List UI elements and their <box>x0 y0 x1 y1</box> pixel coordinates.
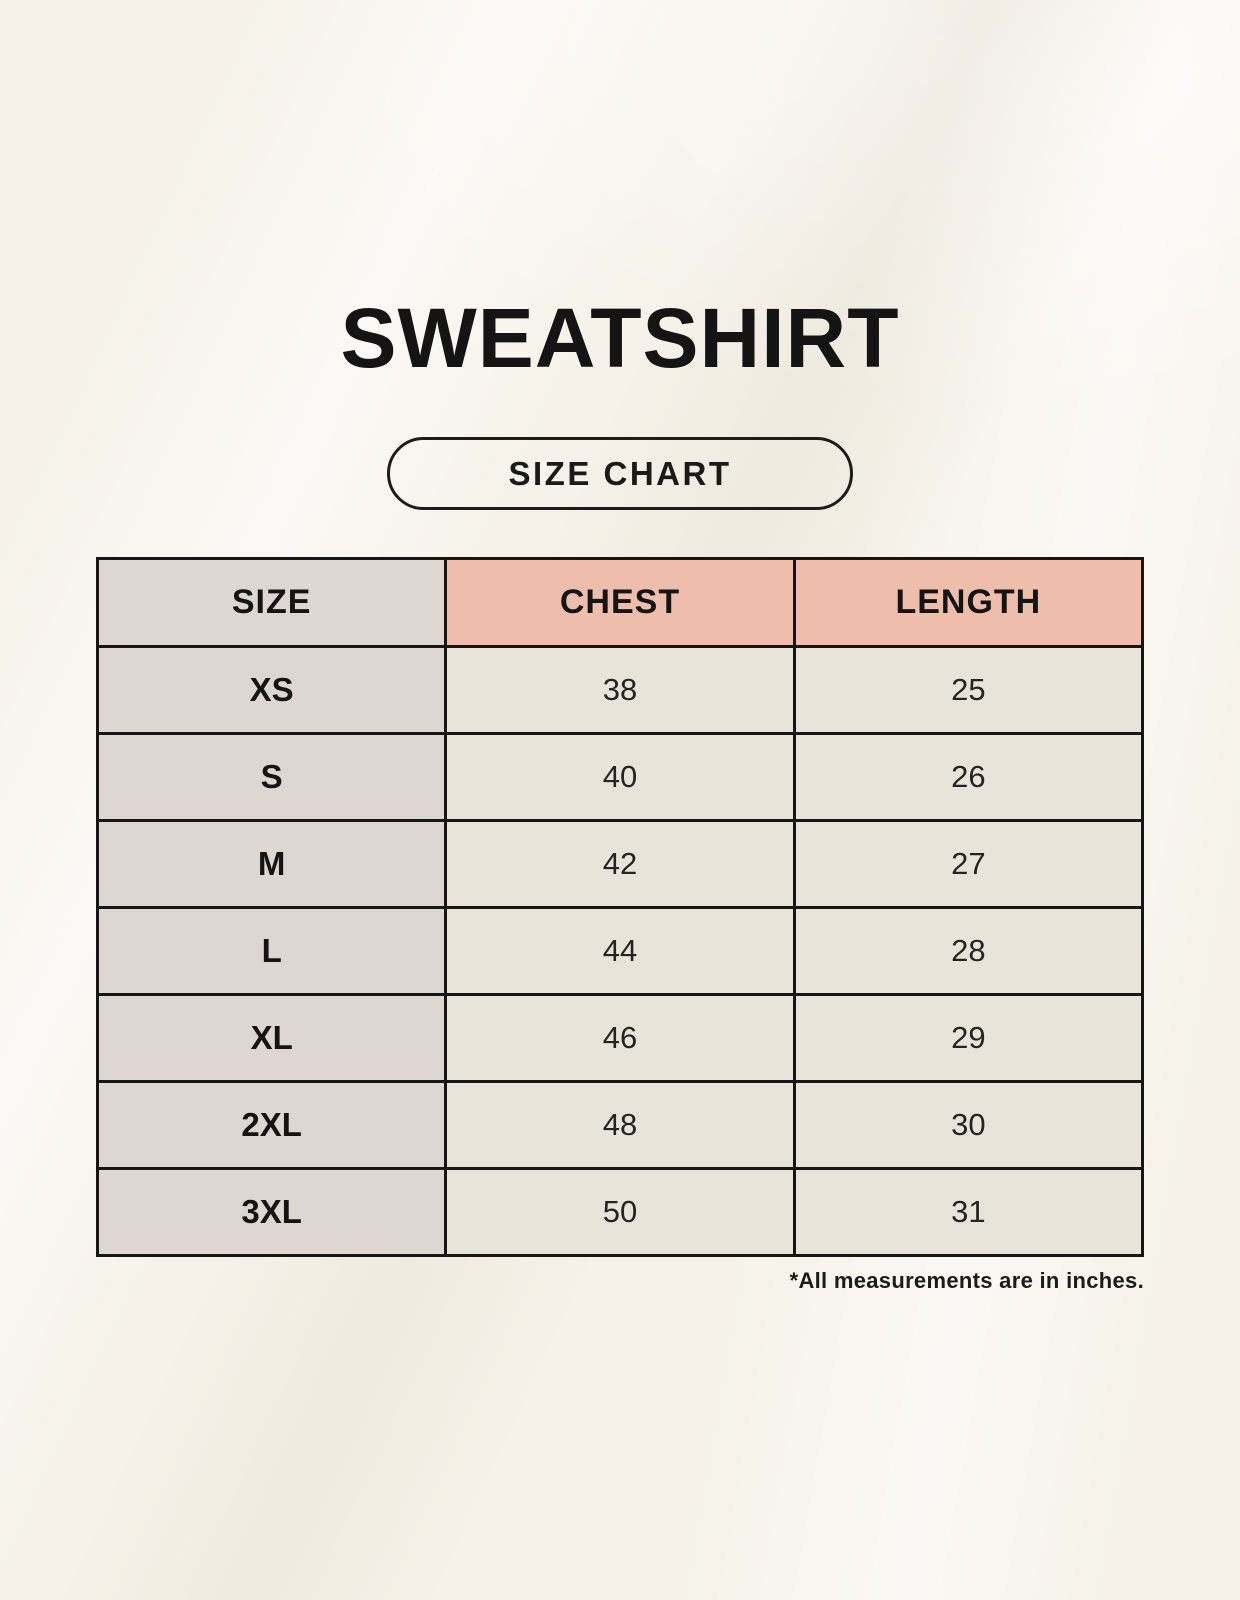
table-row-xl: XL 46 29 <box>95 993 1145 1083</box>
size-label: 3XL <box>95 1167 448 1257</box>
page-title: SWEATSHIRT <box>340 291 900 385</box>
chest-value: 40 <box>444 732 796 822</box>
column-header-chest: CHEST <box>444 557 796 648</box>
length-value: 28 <box>792 906 1145 996</box>
chest-value: 44 <box>444 906 796 996</box>
column-header-length: LENGTH <box>792 557 1145 648</box>
column-header-size: SIZE <box>95 557 448 648</box>
length-value: 25 <box>792 645 1145 735</box>
size-table-body: XS 38 25 S 40 26 M 42 27 L 44 28 XL 46 <box>95 645 1145 1257</box>
size-label: M <box>95 819 448 909</box>
length-value: 27 <box>792 819 1145 909</box>
size-table-header: SIZE CHEST LENGTH <box>95 557 1145 648</box>
chest-value: 46 <box>444 993 796 1083</box>
table-row-l: L 44 28 <box>95 906 1145 996</box>
size-chart-badge: SIZE CHART <box>387 437 853 510</box>
table-row-xs: XS 38 25 <box>95 645 1145 735</box>
header-row: SIZE CHEST LENGTH <box>95 557 1145 648</box>
size-label: S <box>95 732 448 822</box>
length-value: 26 <box>792 732 1145 822</box>
length-value: 29 <box>792 993 1145 1083</box>
table-row-3xl: 3XL 50 31 <box>95 1167 1145 1257</box>
chest-value: 38 <box>444 645 796 735</box>
chest-value: 50 <box>444 1167 796 1257</box>
size-label: 2XL <box>95 1080 448 1170</box>
chest-value: 48 <box>444 1080 796 1170</box>
measurements-footnote: *All measurements are in inches. <box>789 1268 1144 1293</box>
table-row-2xl: 2XL 48 30 <box>95 1080 1145 1170</box>
chest-value: 42 <box>444 819 796 909</box>
length-value: 31 <box>792 1167 1145 1257</box>
size-label: XL <box>95 993 448 1083</box>
length-value: 30 <box>792 1080 1145 1170</box>
table-row-s: S 40 26 <box>95 732 1145 822</box>
size-label: L <box>95 906 448 996</box>
size-chart-badge-label: SIZE CHART <box>508 454 732 492</box>
size-table: SIZE CHEST LENGTH XS 38 25 S 40 26 M 42 … <box>95 557 1145 1257</box>
size-label: XS <box>95 645 448 735</box>
table-row-m: M 42 27 <box>95 819 1145 909</box>
